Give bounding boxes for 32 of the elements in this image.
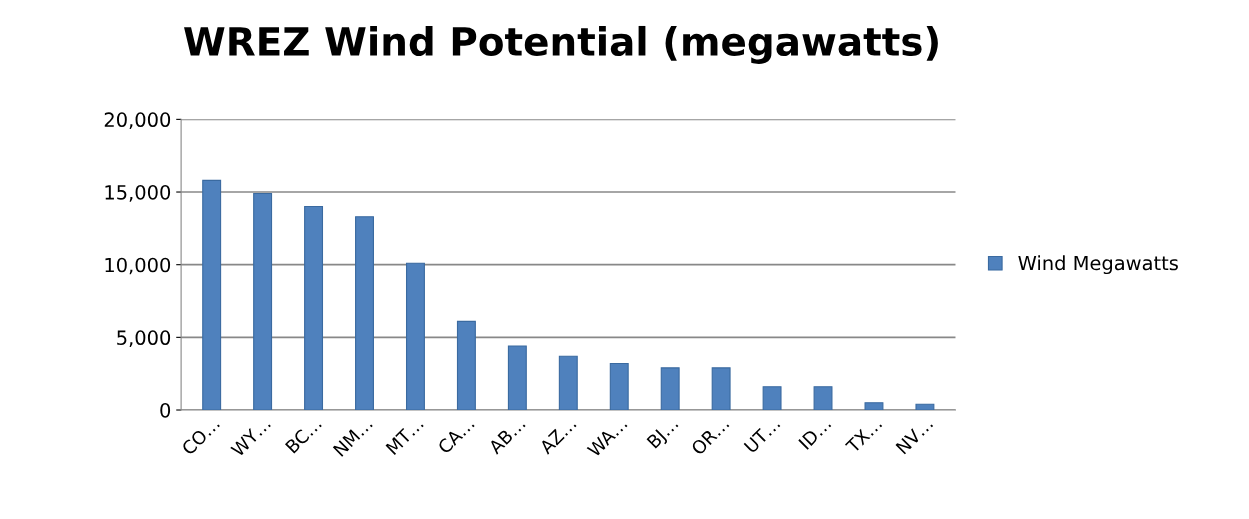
x-tick-label: ID… xyxy=(798,416,832,450)
bar xyxy=(456,320,476,411)
x-tick-label: AB… xyxy=(487,416,526,455)
y-tick-label: 15,000 xyxy=(105,184,171,202)
bar xyxy=(304,206,324,411)
bar xyxy=(813,386,833,411)
bar xyxy=(762,386,782,411)
bar xyxy=(253,192,273,411)
bar xyxy=(660,367,680,411)
bar xyxy=(202,179,222,411)
bar xyxy=(864,402,884,411)
x-tick-label: BJ… xyxy=(646,416,681,452)
chart-title: WREZ Wind Potential (megawatts) xyxy=(184,25,938,64)
x-tick-label: NV… xyxy=(895,416,934,455)
x-tick-label: BC… xyxy=(284,416,322,454)
y-tick-label: 10,000 xyxy=(105,257,171,275)
bar xyxy=(609,362,629,411)
y-tick-label: 20,000 xyxy=(104,112,171,130)
bar xyxy=(915,403,935,411)
x-tick-label: CO… xyxy=(180,416,221,456)
y-tick-label: 0 xyxy=(160,402,171,418)
legend-label: Wind Megawatts xyxy=(1018,255,1178,275)
bar xyxy=(355,216,374,411)
y-tick-label: 5,000 xyxy=(117,330,171,347)
bar xyxy=(558,355,578,411)
x-tick-label: TX… xyxy=(845,416,883,454)
bar xyxy=(507,345,527,411)
x-tick-label: CA… xyxy=(436,416,475,455)
bar xyxy=(711,367,731,411)
x-tick-label: UT… xyxy=(743,416,781,454)
bar xyxy=(405,262,425,411)
x-tick-label: OR… xyxy=(690,416,730,456)
